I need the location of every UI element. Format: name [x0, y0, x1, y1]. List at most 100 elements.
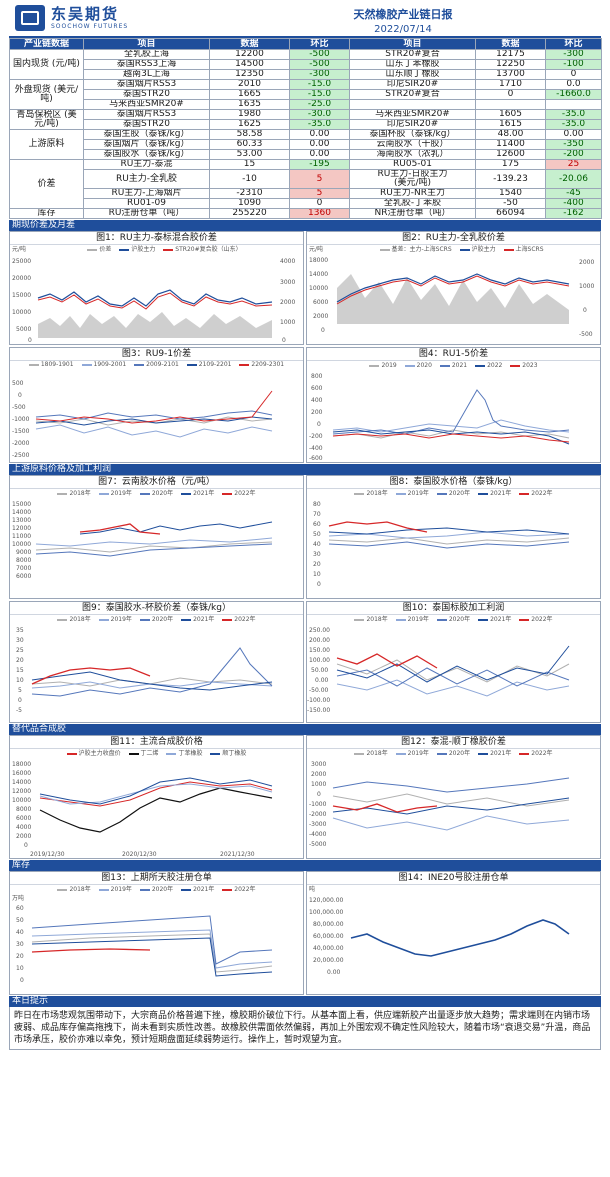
chart-13: 图13：上期所天胶注册仓单 2018年 2019年 2020年 2021年 20…	[9, 871, 304, 995]
chart-13-unit: 万吨	[12, 894, 24, 902]
chart-11-plot: 18000 16000 14000 12000 10000 8000 6000 4000 200…	[12, 761, 273, 858]
value-cell: 1540	[475, 188, 546, 199]
table-header: 数据	[209, 38, 290, 50]
chart-1-legend: 元/吨 价差 沪胶主力 STR20#复合胶（山东）	[10, 245, 303, 254]
chart-4-title: 图4：RU1-5价差	[307, 348, 600, 361]
chart-8: 图8：泰国胶水价格（泰铢/kg） 2018年 2019年 2020年 2021年…	[306, 475, 601, 599]
svg-text:100,000.00: 100,000.00	[309, 909, 344, 916]
svg-text:40: 40	[313, 541, 321, 548]
value-cell: 1980	[209, 109, 290, 120]
value-cell: -2310	[209, 188, 290, 199]
svg-text:13000: 13000	[12, 517, 31, 524]
svg-text:2000: 2000	[311, 771, 326, 778]
svg-text:9000: 9000	[16, 549, 31, 556]
table-row: RU主力-上海烟片 -2310 5 RU主力-NR主力 1540 -45	[10, 188, 602, 199]
change-cell: -400	[545, 198, 602, 209]
legend-item: 2021年	[193, 886, 215, 893]
value-cell: -139.23	[475, 169, 546, 189]
item-cell: RU主力-全乳胶	[83, 169, 210, 189]
svg-text:8000: 8000	[16, 557, 31, 564]
svg-text:60,000.00: 60,000.00	[313, 933, 344, 940]
legend-item: 2109-2201	[198, 361, 232, 368]
category-cell: 国内现货 (元/吨)	[9, 49, 84, 80]
chart-4: 图4：RU1-5价差 2019 2020 2021 2022 2023 800 6…	[306, 347, 601, 463]
svg-text:35: 35	[16, 627, 24, 634]
chart-8-title: 图8：泰国胶水价格（泰铢/kg）	[307, 476, 600, 489]
table-header: 环比	[545, 38, 602, 50]
change-cell: -20.06	[545, 169, 602, 189]
item-cell: 全乳胶-丁苯胶	[349, 198, 476, 209]
change-cell: -500	[289, 49, 350, 60]
change-cell: -350	[545, 139, 602, 150]
item-cell: 海南胶水（浓乳）	[349, 149, 476, 160]
svg-text:-50.00: -50.00	[309, 687, 329, 694]
legend-item: 2018年	[366, 750, 388, 757]
chart-13-title: 图13：上期所天胶注册仓单	[10, 872, 303, 885]
value-cell: 12250	[475, 59, 546, 70]
section-inventory: 库存	[9, 860, 601, 871]
svg-text:8000: 8000	[16, 806, 31, 813]
chart-10-plot: 250.00 200.00 150.00 100.00 50.00 0.00 -50.00 -…	[307, 627, 570, 714]
item-cell: RU主力-上海烟片	[83, 188, 210, 199]
chart-14-title: 图14：INE20号胶注册仓单	[307, 872, 600, 885]
svg-text:4000: 4000	[16, 824, 31, 831]
item-cell: 泰国胶水（泰铢/kg）	[83, 149, 210, 160]
legend-item: 2020年	[448, 490, 471, 497]
report-date: 2022/07/14	[374, 24, 432, 35]
svg-text:2000: 2000	[313, 313, 328, 320]
chart-12-title: 图12：泰混-顺丁橡胶价差	[307, 736, 600, 749]
item-cell: 山东丁苯橡胶	[349, 59, 476, 70]
logo-name: 东吴期货	[51, 5, 120, 23]
svg-text:50: 50	[16, 917, 24, 924]
legend-item: 2022年	[234, 490, 256, 497]
item-cell	[349, 99, 476, 110]
svg-text:10000: 10000	[309, 285, 328, 292]
item-cell: RU主力-NR主力	[349, 188, 476, 199]
legend-item: 价差	[99, 246, 112, 253]
chart-7: 图7：云南胶水价格（元/吨） 2018年 2019年 2020年 2021年 2…	[9, 475, 304, 599]
section-synthetic: 替代品合成胶	[9, 724, 601, 735]
legend-item: 2018年	[69, 616, 91, 623]
svg-text:3000: 3000	[280, 279, 295, 286]
svg-text:10: 10	[16, 965, 24, 972]
logo-english: SOOCHOW FUTURES	[51, 23, 129, 30]
change-cell: 0.00	[289, 149, 350, 160]
svg-text:0: 0	[321, 327, 325, 334]
svg-text:-2500: -2500	[12, 452, 30, 459]
section-spread: 期现价差及月差	[9, 220, 601, 231]
svg-text:-3000: -3000	[309, 821, 327, 828]
change-cell: -15.0	[289, 89, 350, 100]
chart-14: 图14：INE20号胶注册仓单 吨 120,000.00 100,000.00 80…	[306, 871, 601, 995]
svg-text:5: 5	[18, 687, 22, 694]
section-tips: 本日提示	[9, 996, 601, 1007]
svg-text:1000: 1000	[579, 283, 594, 290]
table-row: 外盘现货 (美元/吨) 泰国烟片RSS3 2010 -15.0 印尼SIR20# 1710…	[9, 79, 602, 110]
svg-text:-500: -500	[12, 404, 26, 411]
item-cell: 印尼SIR20#	[349, 79, 476, 90]
svg-text:0: 0	[317, 581, 321, 588]
legend-item: 2022年	[234, 886, 256, 893]
svg-text:0: 0	[18, 697, 22, 704]
x-tick-label: 2021/12/30	[220, 851, 255, 858]
item-cell: 马来西亚SMR20#	[349, 109, 476, 120]
item-cell: RU主力-泰混	[83, 159, 210, 170]
logo-icon	[15, 5, 45, 31]
legend-item: 沪胶主力收盘价	[78, 750, 121, 757]
chart-9-title: 图9：泰国胶水-杯胶价差（泰铢/kg）	[10, 602, 303, 615]
item-cell: 云南胶水（干胶）	[349, 139, 476, 150]
legend-item: 2022	[487, 362, 503, 369]
item-cell: 全乳胶上海	[83, 49, 210, 60]
value-cell: -50	[475, 198, 546, 209]
item-cell: 泰国烟片RSS3	[83, 109, 210, 120]
value-cell: 0	[475, 89, 546, 100]
value-cell: 1615	[475, 119, 546, 130]
value-cell	[475, 99, 546, 110]
legend-item: 2019	[381, 362, 397, 369]
legend-item: 2021年	[193, 490, 215, 497]
table-row: 泰国烟片（泰铢/kg） 60.33 0.00 云南胶水（干胶） 11400 -350	[10, 139, 602, 150]
svg-text:6000: 6000	[313, 299, 328, 306]
chart-13-legend: 2018年 2019年 2020年 2021年 2022年	[10, 885, 303, 894]
svg-text:200.00: 200.00	[309, 637, 330, 644]
table-row: 泰国STR20 1625 -35.0 印尼SIR20# 1615 -35.0	[10, 119, 602, 130]
svg-text:2000: 2000	[579, 259, 594, 266]
